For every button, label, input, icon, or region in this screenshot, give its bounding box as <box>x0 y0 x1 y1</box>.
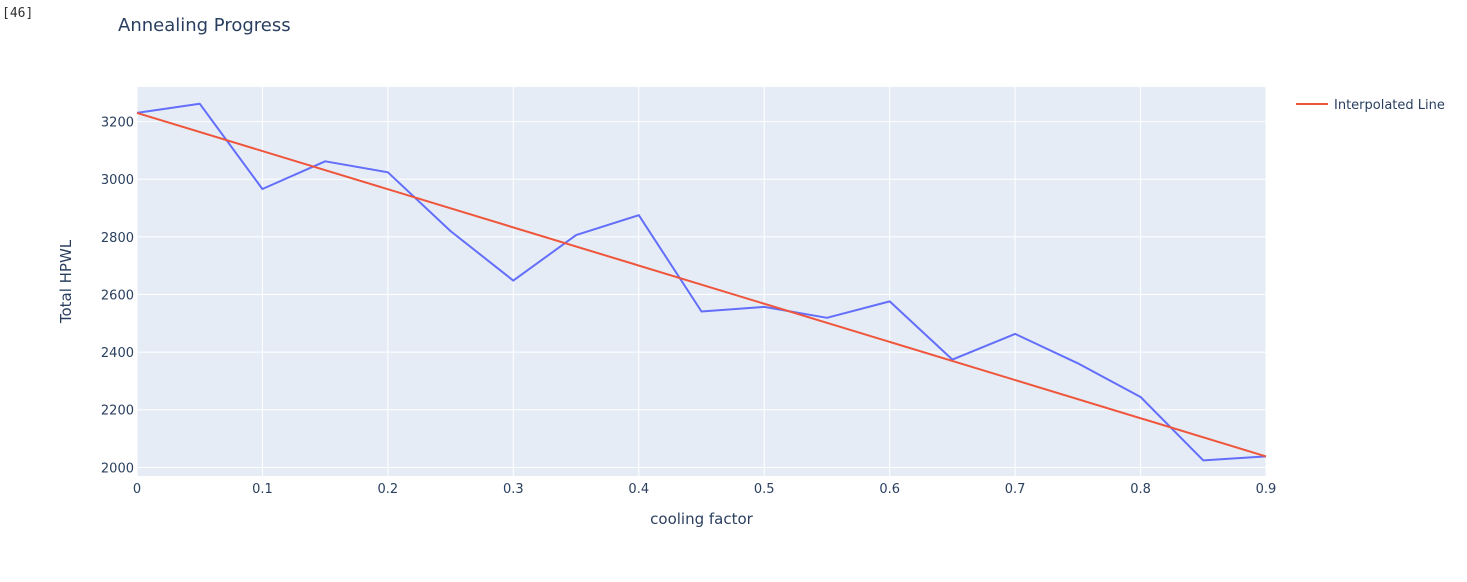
x-tick-label: 0.4 <box>628 482 649 497</box>
plot-area <box>137 87 1266 476</box>
y-tick-label: 2600 <box>101 288 134 303</box>
y-axis-ticks: 2000 2200 2400 2600 2800 3000 3200 <box>101 116 134 477</box>
series-line-0 <box>136 102 1267 462</box>
x-tick-label: 0.7 <box>1005 482 1026 497</box>
x-tick-label: 0.2 <box>378 482 399 497</box>
legend-label: Interpolated Line <box>1334 98 1445 113</box>
series-layer <box>136 102 1267 462</box>
y-tick-label: 2800 <box>101 231 134 246</box>
x-tick-label: 0.9 <box>1256 482 1277 497</box>
y-tick-label: 3200 <box>101 116 134 131</box>
y-tick-label: 2200 <box>101 404 134 419</box>
chart-title: Annealing Progress <box>118 15 291 36</box>
x-tick-label: 0.5 <box>754 482 775 497</box>
x-tick-label: 0 <box>133 482 141 497</box>
x-tick-label: 0.8 <box>1130 482 1151 497</box>
y-axis-label: Total HPWL <box>57 239 75 324</box>
y-tick-label: 3000 <box>101 173 134 188</box>
x-tick-label: 0.6 <box>879 482 900 497</box>
cell-prompt-label: [46] <box>2 6 34 21</box>
x-axis-label: cooling factor <box>650 510 754 528</box>
y-tick-label: 2400 <box>101 346 134 361</box>
x-tick-label: 0.1 <box>252 482 273 497</box>
x-tick-label: 0.3 <box>503 482 524 497</box>
y-tick-label: 2000 <box>101 461 134 476</box>
series-line-1 <box>136 111 1267 458</box>
legend[interactable]: Interpolated Line <box>1296 98 1445 113</box>
x-axis-ticks: 0 0.1 0.2 0.3 0.4 0.5 0.6 0.7 0.8 0.9 <box>133 482 1276 497</box>
